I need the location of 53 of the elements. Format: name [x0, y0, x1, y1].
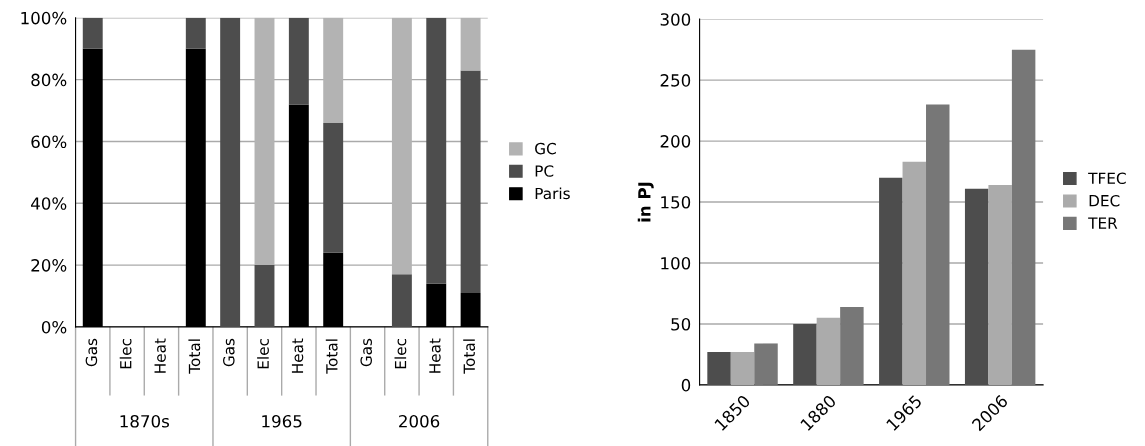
legend-label: TFEC: [1088, 172, 1126, 185]
x-tick-label: Gas: [360, 338, 372, 367]
legend-label: GC: [535, 142, 556, 155]
y-tick-label: 80%: [31, 73, 67, 87]
legend-label: TER: [1088, 217, 1118, 229]
y-tick-label: 150: [661, 196, 691, 209]
x-tick-label: Elec: [394, 338, 407, 369]
y-tick-label: 250: [660, 74, 691, 87]
bar: [902, 161, 927, 385]
y-tick-label: 20%: [31, 259, 67, 272]
bar: [460, 70, 481, 293]
x-tick-label: Total: [325, 339, 338, 374]
x-tick-label: Elec: [257, 338, 269, 369]
y-tick-label: 300: [660, 13, 691, 26]
legend-label: Paris: [535, 187, 570, 200]
bar: [988, 184, 1012, 385]
x-tick-label: Heat: [291, 338, 304, 373]
y-tick-label: 50: [671, 317, 691, 331]
x-tick-label: Total: [188, 339, 201, 374]
bar: [926, 104, 950, 385]
bar: [426, 17, 447, 284]
x-tick-label: Gas: [85, 338, 98, 367]
bar: [220, 17, 241, 327]
bar: [391, 274, 412, 327]
bar: [1011, 49, 1036, 385]
bar: [254, 265, 275, 327]
x-tick-label: Gas: [223, 338, 235, 367]
bar: [879, 177, 903, 385]
x-tick-label: Heat: [429, 338, 441, 373]
y-tick-label: 200: [660, 135, 691, 148]
bar: [323, 122, 344, 253]
bar: [730, 351, 755, 385]
y-tick-label: 100: [661, 256, 691, 270]
bar: [82, 17, 103, 49]
bar: [793, 323, 817, 385]
bar: [185, 17, 206, 49]
y-tick-label: 100%: [21, 11, 67, 25]
y-tick-label: 40%: [31, 197, 67, 210]
x-tick-label: Elec: [119, 338, 132, 369]
bar: [288, 17, 309, 105]
text: 1870s: [120, 414, 170, 428]
bar: [754, 343, 778, 385]
x-tick-label: Heat: [154, 338, 166, 373]
y-tick-label: 0: [681, 378, 691, 392]
legend-label: DEC: [1089, 194, 1120, 207]
y-axis-title: in PJ: [637, 182, 654, 222]
x-tick-label: Total: [463, 339, 476, 374]
legend-label: PC: [535, 165, 554, 177]
y-tick-label: 60%: [31, 135, 67, 149]
bar: [964, 188, 989, 385]
bar: [707, 351, 731, 385]
y-tick-label: 0%: [41, 320, 67, 334]
bar: [840, 306, 864, 385]
